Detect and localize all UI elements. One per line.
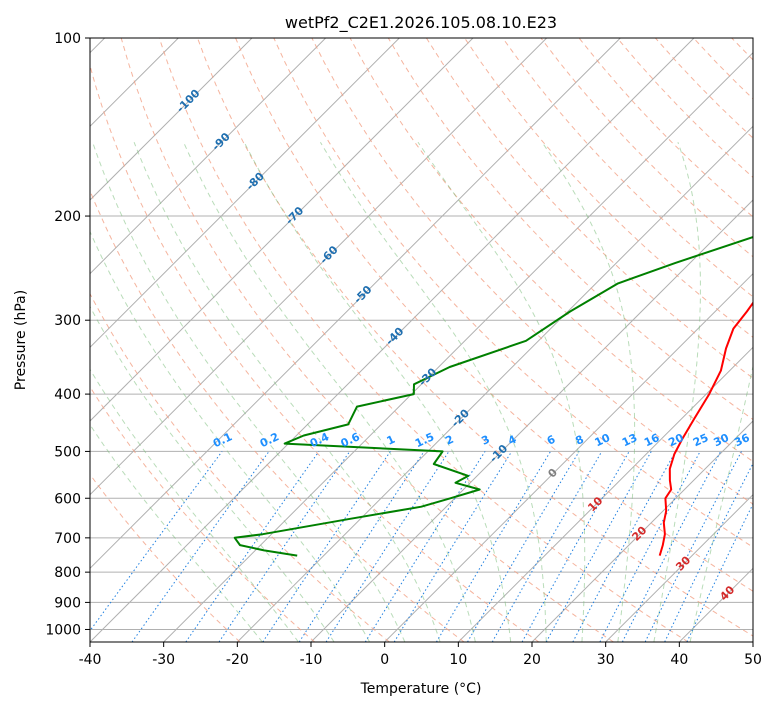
mixing-ratio-line: [262, 451, 391, 642]
mixing-ratio-line: [572, 451, 676, 642]
moist-adiabat-line: [243, 141, 512, 642]
mixing-ratio-label: 25: [691, 431, 710, 449]
isotherm-line: [90, 38, 621, 570]
sounding-profiles: [233, 236, 753, 557]
x-tick-label: -20: [226, 652, 249, 668]
x-tick-label: 50: [744, 652, 762, 668]
dry-adiabat-line: [502, 38, 753, 298]
temperature-profile: [658, 301, 753, 556]
x-tick-label: 0: [380, 652, 389, 668]
mixing-ratio-line: [218, 451, 351, 642]
x-tick-label: 40: [670, 652, 688, 668]
dry-adiabat-line: [90, 385, 316, 642]
y-tick-label: 300: [54, 313, 81, 329]
dry-adiabat-line: [311, 38, 753, 505]
dry-adiabat-line: [197, 38, 753, 637]
mixing-ratio-line: [298, 451, 425, 642]
isotherm-line: [90, 38, 253, 201]
x-tick-label: 10: [449, 652, 467, 668]
moist-adiabat-line: [183, 141, 476, 642]
moist-adiabat-line: [541, 141, 636, 642]
moist-adiabat-line: [90, 305, 335, 642]
y-tick-label: 900: [54, 595, 81, 611]
isotherm-line: [384, 272, 753, 642]
chart-title: wetPf2_C2E1.2026.105.08.10.E23: [285, 13, 557, 33]
mixing-ratio-label: 36: [732, 431, 752, 449]
y-tick-label: 800: [54, 565, 81, 581]
mixing-ratio-label: 13: [620, 431, 639, 449]
mixing-ratio-line: [131, 451, 270, 642]
isotherm-line: [531, 420, 753, 642]
dry-adiabat-line: [464, 38, 753, 338]
y-tick-label: 500: [54, 444, 81, 460]
isotherm-line: [90, 38, 400, 349]
dry-adiabat-line: [387, 38, 753, 421]
y-tick-label: 100: [54, 31, 81, 47]
dry-adiabat-line: [120, 38, 614, 642]
background-reference-lines: [90, 38, 753, 642]
y-tick-label: 600: [54, 491, 81, 507]
isotherm-line: [236, 125, 753, 642]
dry-adiabat-line: [273, 38, 753, 548]
x-axis-label: Temperature (°C): [360, 681, 482, 697]
x-tick-label: -40: [79, 652, 102, 668]
isotherm-line: [163, 51, 753, 642]
y-axis-ticks: 100 200 300 400 500 600 700 800 900 1000: [45, 31, 90, 638]
plot-frame: [89, 37, 754, 643]
x-tick-label: 30: [597, 652, 615, 668]
isotherm-line: [457, 346, 753, 642]
mixing-ratio-line: [621, 451, 722, 642]
isotherm-line: [605, 493, 753, 642]
mixing-ratio-label: 20: [666, 431, 686, 449]
y-tick-label: 400: [54, 387, 81, 403]
isotherm-line: [310, 199, 753, 642]
moist-adiabat-line: [653, 142, 701, 642]
mixing-ratio-line: [545, 451, 652, 642]
isotherm-line: [90, 38, 474, 422]
mixing-ratio-label: 30: [712, 431, 732, 449]
dry-adiabat-line: [90, 63, 540, 642]
x-tick-label: -30: [152, 652, 175, 668]
mixing-ratio-label: 16: [642, 431, 662, 449]
plot-background: [90, 38, 753, 642]
y-tick-label: 700: [54, 531, 81, 547]
x-tick-label: -10: [300, 652, 323, 668]
dry-adiabat-line: [90, 473, 241, 642]
moist-adiabat-line: [133, 142, 441, 642]
dry-adiabat-line: [235, 38, 753, 592]
isotherm-line: [90, 38, 548, 496]
moist-adiabat-line: [319, 141, 547, 642]
y-tick-label: 200: [54, 209, 81, 225]
y-tick-label: 1000: [45, 622, 81, 638]
mixing-ratio-line: [90, 451, 223, 632]
mixing-ratio-label: 10: [593, 431, 613, 449]
dry-adiabat-line: [90, 292, 390, 642]
x-tick-label: 20: [523, 652, 541, 668]
moist-adiabat-line: [90, 230, 371, 642]
mixing-ratio-line: [644, 451, 742, 642]
dry-adiabat-line: [90, 189, 465, 642]
moist-adiabat-line: [417, 141, 586, 642]
dry-adiabat-line: [158, 38, 689, 642]
mixing-ratio-line: [664, 462, 753, 642]
mixing-ratio-line: [185, 451, 320, 642]
isotherm-line: [90, 38, 695, 642]
x-axis-ticks: -40 -30 -20 -10 0 10 20 30 40 50: [79, 642, 762, 668]
y-axis-label: Pressure (hPa): [13, 290, 29, 390]
mixing-ratio-line: [325, 451, 450, 642]
moist-adiabat-line: [689, 363, 753, 642]
dewpoint-profile: [233, 236, 753, 557]
mixing-ratio-line: [521, 451, 630, 642]
mixing-ratio-line: [393, 451, 513, 642]
isotherm-line: [90, 38, 327, 275]
dry-adiabat-line: [349, 38, 753, 463]
